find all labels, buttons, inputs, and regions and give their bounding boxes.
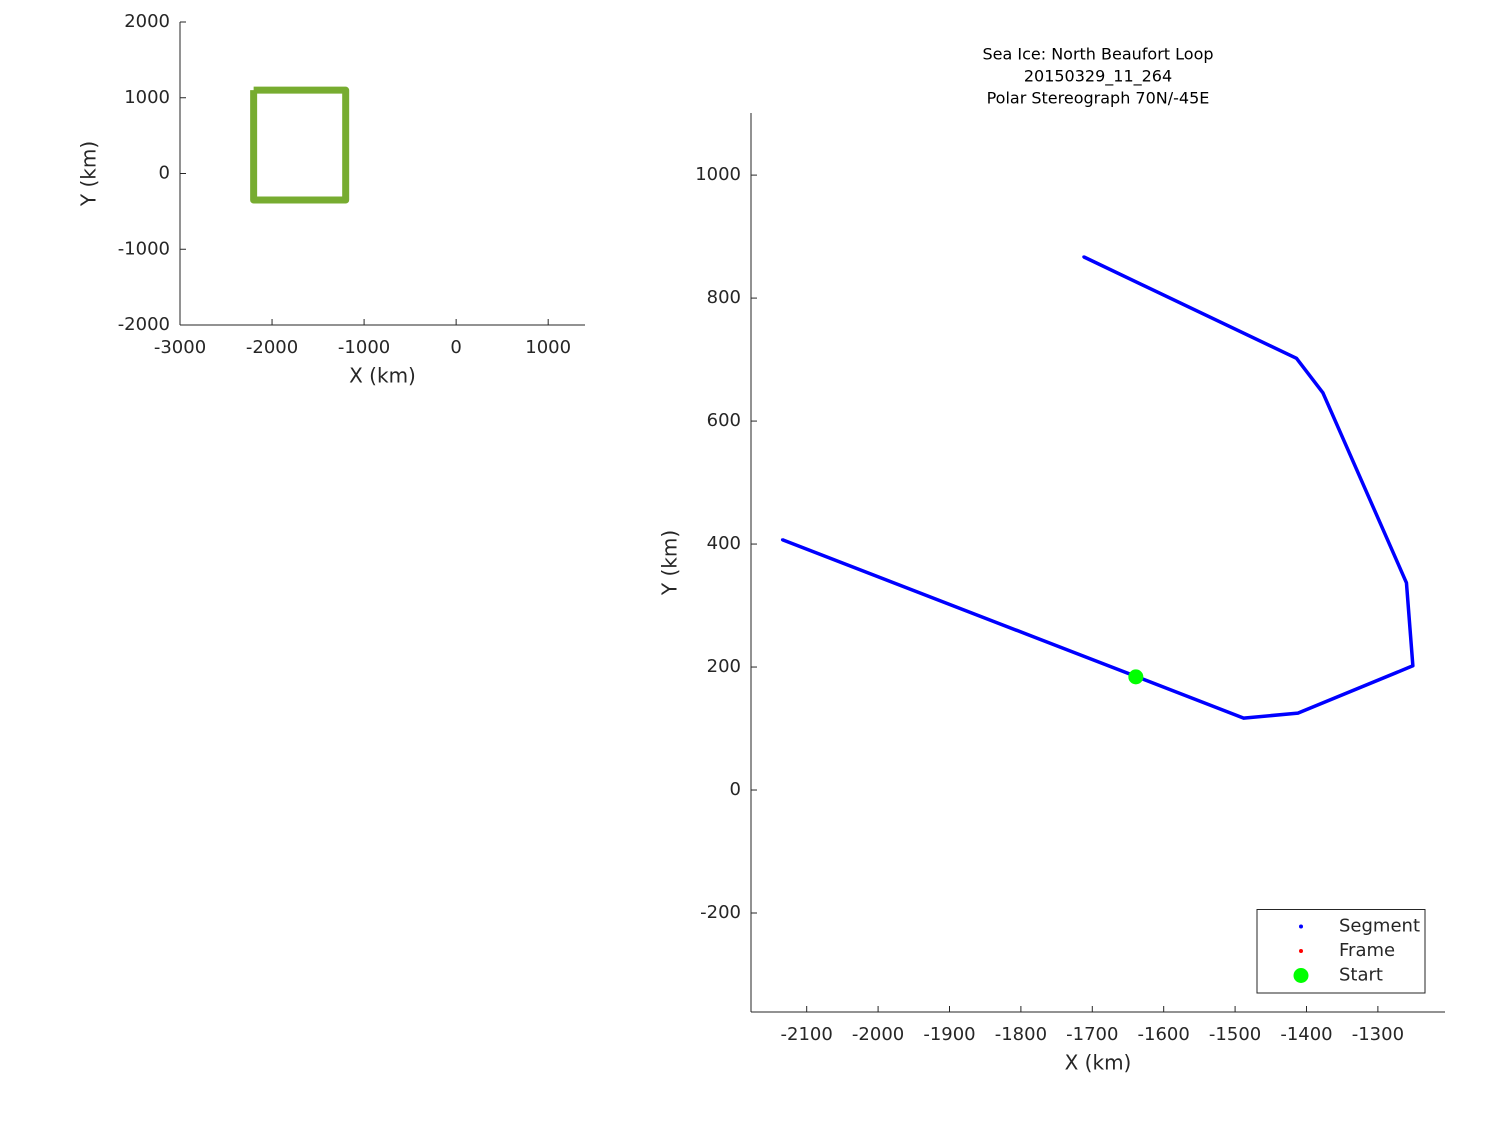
x-tick-label: 0 [450, 337, 461, 358]
data-line [781, 255, 1415, 720]
chart-title: 20150329_11_264 [1024, 67, 1172, 87]
data-point [1082, 255, 1086, 259]
x-tick-label: -3000 [154, 337, 206, 358]
x-tick-label: -1900 [923, 1024, 975, 1045]
legend-symbol [1293, 968, 1309, 983]
x-tick-label: 1000 [525, 337, 571, 358]
x-tick-label: -1700 [1066, 1024, 1118, 1045]
x-tick-label: -2100 [781, 1024, 833, 1045]
y-axis-label: Y (km) [658, 530, 682, 596]
y-tick-label: -1000 [118, 238, 170, 259]
y-tick-label: 200 [707, 656, 741, 677]
data-point [780, 538, 784, 542]
legend-symbol [1299, 924, 1303, 929]
y-tick-label: 1000 [695, 164, 741, 185]
data-point [1242, 716, 1246, 720]
x-axis-label: X (km) [349, 364, 416, 388]
data-point [1296, 711, 1300, 715]
legend-label: Start [1339, 965, 1383, 986]
y-tick-label: -200 [700, 902, 741, 923]
y-tick-label: 400 [707, 533, 741, 554]
x-tick-label: -1300 [1352, 1024, 1404, 1045]
legend-label: Frame [1339, 940, 1395, 961]
chart-title: Polar Stereograph 70N/-45E [987, 89, 1210, 108]
legend-box [1256, 909, 1426, 994]
data-line [250, 86, 350, 204]
data-point [1294, 356, 1298, 360]
y-tick-label: 0 [730, 779, 741, 800]
x-axis-label: X (km) [1065, 1051, 1132, 1075]
x-tick-label: -1500 [1209, 1024, 1261, 1045]
legend-symbol [1299, 949, 1303, 953]
y-tick-label: 800 [707, 287, 741, 308]
y-tick-label: 2000 [124, 11, 170, 32]
y-axis-label: Y (km) [77, 141, 101, 207]
x-tick-label: -1800 [995, 1024, 1047, 1045]
data-point [1321, 391, 1325, 395]
data-point [1404, 581, 1408, 585]
y-tick-label: -2000 [118, 314, 170, 335]
start-marker [1128, 669, 1144, 685]
x-tick-label: -1400 [1280, 1024, 1332, 1045]
data-point [1411, 664, 1415, 668]
y-tick-label: 0 [159, 163, 170, 184]
x-tick-label: -2000 [246, 337, 298, 358]
x-tick-label: -1000 [338, 337, 390, 358]
chart-title: Sea Ice: North Beaufort Loop [982, 45, 1213, 64]
x-tick-label: -2000 [852, 1024, 904, 1045]
y-tick-label: 1000 [124, 87, 170, 108]
legend-label: Segment [1339, 916, 1420, 937]
y-tick-label: 600 [707, 410, 741, 431]
x-tick-label: -1600 [1138, 1024, 1190, 1045]
